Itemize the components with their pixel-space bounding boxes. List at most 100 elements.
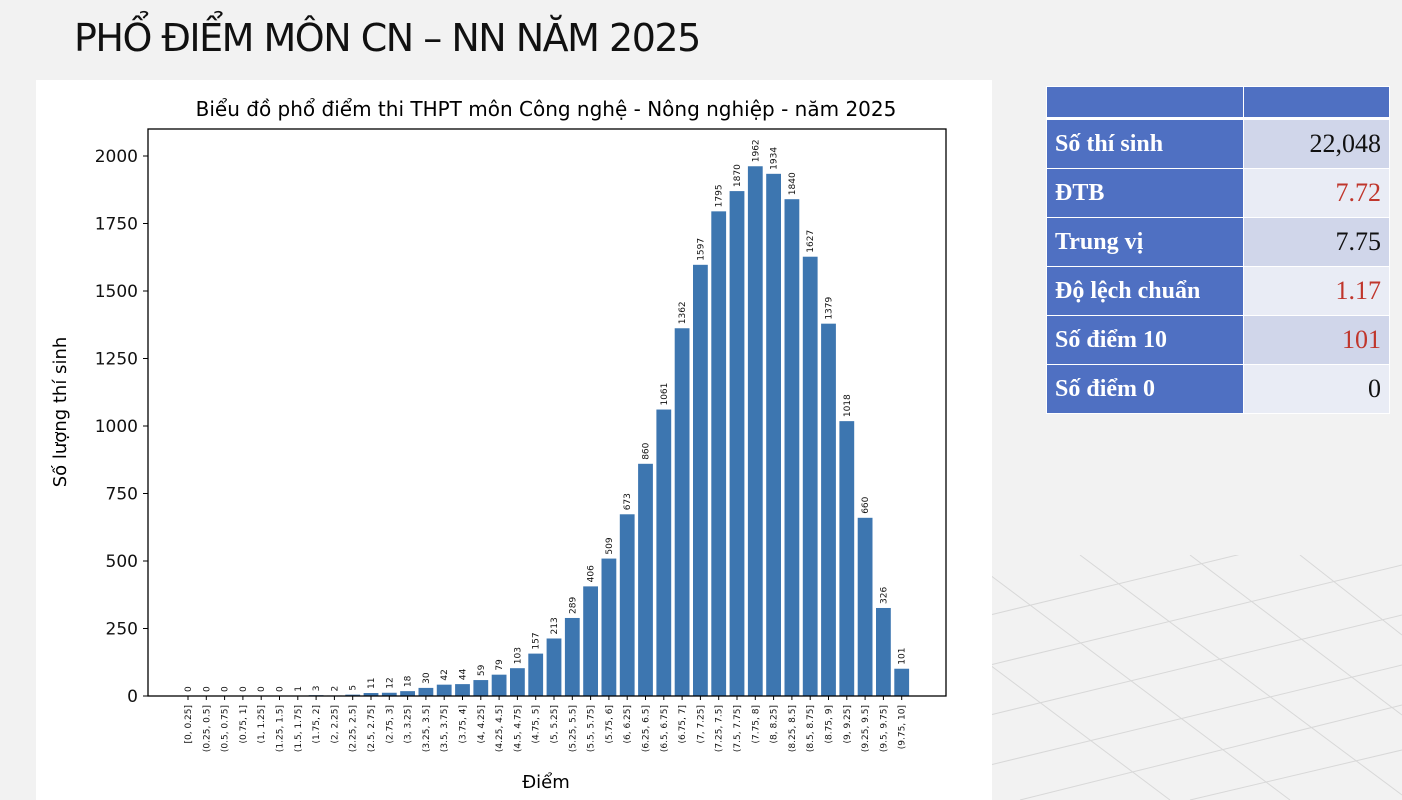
bar-value-label: 11: [367, 678, 377, 689]
bar-value-label: 1795: [715, 184, 725, 207]
histogram-bar: [839, 421, 855, 696]
y-tick-label: 1000: [95, 417, 138, 437]
stats-header-row: [1046, 86, 1390, 120]
x-tick-label: (5.25, 5.5]: [568, 705, 578, 752]
bar-value-label: 213: [550, 617, 560, 634]
y-axis-label: Số lượng thí sinh: [50, 337, 71, 488]
stats-value: 7.72: [1243, 168, 1390, 218]
stats-value: 7.75: [1243, 217, 1390, 267]
bar-value-label: 660: [861, 496, 871, 513]
bar-value-label: 0: [202, 686, 212, 692]
histogram-bar: [528, 653, 544, 696]
x-tick-label: (8.5, 8.75]: [806, 705, 816, 752]
y-tick-label: 1500: [95, 282, 138, 302]
stats-table: Số thí sinh 22,048 ĐTB 7.72 Trung vị 7.7…: [1046, 86, 1390, 414]
x-tick-label: (6.75, 7]: [678, 705, 688, 744]
histogram-bar: [418, 687, 434, 696]
bar-value-label: 1934: [770, 147, 780, 170]
x-tick-label: (7, 7.25]: [696, 705, 706, 744]
chart-title: Biểu đồ phổ điểm thi THPT môn Công nghệ …: [196, 97, 897, 121]
stats-label: Độ lệch chuẩn: [1046, 266, 1244, 316]
x-tick-label: (3.5, 3.75]: [440, 705, 450, 752]
stats-header-cell: [1046, 86, 1244, 120]
bar-value-label: 1379: [825, 296, 835, 319]
stats-value: 0: [1243, 364, 1390, 414]
bar-value-label: 1061: [660, 383, 670, 406]
bar-value-label: 1870: [733, 164, 743, 187]
x-tick-label: (9, 9.25]: [843, 705, 853, 744]
histogram-bar: [802, 256, 818, 696]
x-tick-label: (9.25, 9.5]: [861, 705, 871, 752]
x-tick-label: (6, 6.25]: [623, 705, 633, 744]
histogram-bar: [729, 191, 745, 696]
x-tick-label: (0.5, 0.75]: [221, 705, 231, 752]
histogram-bar: [455, 684, 470, 696]
histogram-bar: [711, 211, 727, 696]
stats-label: Số thí sinh: [1046, 118, 1244, 169]
histogram-bar: [491, 674, 507, 696]
histogram-bar: [510, 668, 525, 696]
bar-value-label: 1018: [843, 394, 853, 417]
histogram-bar: [784, 199, 800, 696]
bar-value-label: 30: [422, 672, 432, 684]
x-tick-label: (2.75, 3]: [385, 705, 395, 744]
x-tick-label: (7.75, 8]: [751, 705, 761, 744]
histogram-bar: [363, 693, 379, 696]
y-tick-label: 2000: [95, 147, 138, 167]
bar-value-label: 42: [440, 669, 450, 680]
histogram-bar: [656, 409, 672, 696]
x-tick-label: [0, 0.25]: [184, 705, 194, 744]
bar-value-label: 1962: [751, 139, 761, 162]
x-tick-label: (4.75, 5]: [532, 705, 542, 744]
bar-value-label: 326: [879, 587, 889, 604]
bar-value-label: 3: [312, 685, 322, 691]
bar-value-label: 406: [587, 565, 597, 582]
x-tick-label: (1, 1.25]: [257, 705, 267, 744]
stats-row: ĐTB 7.72: [1046, 168, 1390, 218]
bar-value-label: 79: [495, 659, 505, 671]
stats-row: Độ lệch chuẩn 1.17: [1046, 266, 1390, 316]
x-tick-label: (2.25, 2.5]: [349, 705, 359, 752]
histogram-bar: [583, 586, 598, 696]
x-tick-label: (8, 8.25]: [770, 705, 780, 744]
histogram-bar: [747, 166, 763, 696]
x-tick-label: (3, 3.25]: [404, 705, 414, 744]
histogram-bar: [436, 684, 452, 696]
x-tick-label: (5, 5.25]: [550, 705, 560, 744]
plot-frame: [147, 128, 947, 697]
x-tick-label: (6.25, 6.5]: [642, 705, 652, 752]
x-tick-label: (0.75, 1]: [239, 705, 249, 744]
x-tick-label: (6.5, 6.75]: [660, 705, 670, 752]
x-tick-label: (3.75, 4]: [459, 705, 469, 744]
stats-row: Trung vị 7.75: [1046, 217, 1390, 267]
x-tick-label: (4, 4.25]: [477, 705, 487, 744]
bar-value-label: 18: [404, 675, 414, 687]
stats-label: Trung vị: [1046, 217, 1244, 267]
histogram-bar: [345, 694, 361, 696]
x-tick-label: (7.25, 7.5]: [715, 705, 725, 752]
x-tick-label: (7.5, 7.75]: [733, 705, 743, 752]
bar-value-label: 0: [257, 686, 267, 692]
bar-value-label: 1627: [806, 230, 816, 253]
x-tick-label: (1.25, 1.5]: [276, 705, 286, 752]
y-tick-label: 1750: [95, 215, 138, 235]
bar-value-label: 509: [605, 537, 615, 554]
stats-value: 101: [1243, 315, 1390, 365]
histogram-bar: [473, 680, 489, 696]
histogram-bar: [674, 328, 690, 696]
histogram-bar: [638, 463, 653, 696]
histogram-bar: [400, 691, 415, 696]
x-tick-label: (8.25, 8.5]: [788, 705, 798, 752]
x-tick-label: (2.5, 2.75]: [367, 705, 377, 752]
bar-value-label: 289: [568, 597, 578, 614]
bar-value-label: 5: [349, 685, 359, 691]
bar-value-label: 2: [330, 686, 340, 692]
decorative-floor-grid: [990, 555, 1402, 800]
bar-value-label: 101: [898, 648, 908, 665]
histogram-bar: [546, 638, 562, 696]
stats-label: ĐTB: [1046, 168, 1244, 218]
histogram-bar: [619, 514, 635, 696]
bar-value-label: 1362: [678, 301, 688, 324]
bar-value-label: 1840: [788, 172, 798, 195]
bar-value-label: 44: [459, 668, 469, 680]
